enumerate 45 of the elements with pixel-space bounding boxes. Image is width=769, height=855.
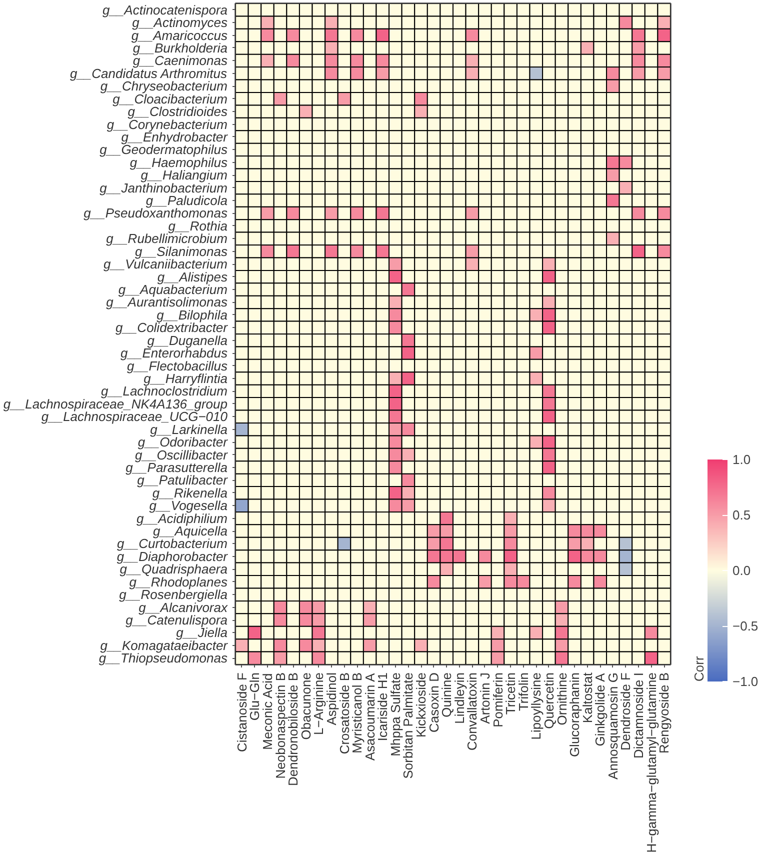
color-bar-label: 1.0 — [732, 452, 751, 467]
x-tick-label: Meconic Acid — [260, 673, 275, 750]
x-tick-label: Cistanoside F — [234, 672, 250, 752]
y-tick-label: g__Bilophila — [156, 307, 228, 322]
x-tick-label: Artonin J — [477, 672, 492, 724]
x-tick-label: Crosatoside B — [336, 672, 352, 754]
x-tick-label: Trifolin — [516, 672, 531, 712]
y-tick-label: g__Rikenella — [152, 485, 228, 500]
x-tick-label: Pomiferin — [490, 672, 506, 728]
x-tick-label: Neobonaspectin B — [272, 672, 288, 779]
x-tick-label: Glucoraphanin — [567, 672, 582, 758]
x-tick-label: Casoxin D — [426, 672, 442, 732]
color-bar-label: 0.0 — [732, 563, 751, 578]
x-tick-label: Kaltostat — [580, 672, 595, 724]
x-tick-label: Glu−Gln — [247, 672, 262, 721]
x-tick-label: Dendroside F — [618, 672, 634, 751]
y-tick-label: g__Flectobacillus — [127, 358, 228, 374]
x-tick-label: L−Arginine — [311, 672, 326, 736]
x-tick-label: H−gamma−glutamyl−glutamine — [644, 672, 659, 853]
y-tick-label: g__Clostridioides — [128, 104, 228, 120]
y-tick-label: g__Larkinella — [150, 422, 228, 437]
y-tick-label: g__Harryflintia — [144, 370, 228, 386]
y-tick-label: g__Paludicola — [146, 193, 228, 208]
x-tick-label: Icariside H1 — [375, 672, 390, 742]
color-bar-label: −1.0 — [732, 674, 758, 689]
x-tick-label: Dendronobiloside B — [286, 672, 301, 786]
y-tick-label: g__Patulibacter — [137, 472, 228, 488]
y-tick-label: g__Alistipes — [157, 269, 228, 284]
x-tick-label: Myristicanol B — [350, 672, 365, 754]
x-tick-label: Tricetin — [503, 672, 518, 715]
x-tick-label: Ginkgolide A — [592, 672, 608, 746]
x-tick-label: Kickxioside — [414, 672, 429, 738]
x-tick-label: Lipoyllysine — [528, 672, 544, 740]
y-tick-label: g__Actinocatenispora — [102, 2, 228, 18]
y-tick-label: g__Duganella — [147, 332, 228, 348]
y-tick-label: g__Chryseobacterium — [100, 78, 228, 94]
color-bar-label: 0.5 — [732, 508, 751, 522]
x-tick-label: Quinine — [439, 672, 454, 718]
color-bar-title: Corr — [692, 656, 706, 682]
y-tick-label: g__Rothia — [168, 218, 228, 234]
x-tick-label: Obacunone — [298, 672, 314, 740]
y-tick-label: g__Silanimonas — [134, 244, 228, 259]
x-tick-label: Mhppa Sulfate — [388, 672, 403, 756]
color-bar-label: −0.5 — [732, 618, 758, 634]
x-tick-label: Dictamnoside I — [631, 672, 646, 758]
